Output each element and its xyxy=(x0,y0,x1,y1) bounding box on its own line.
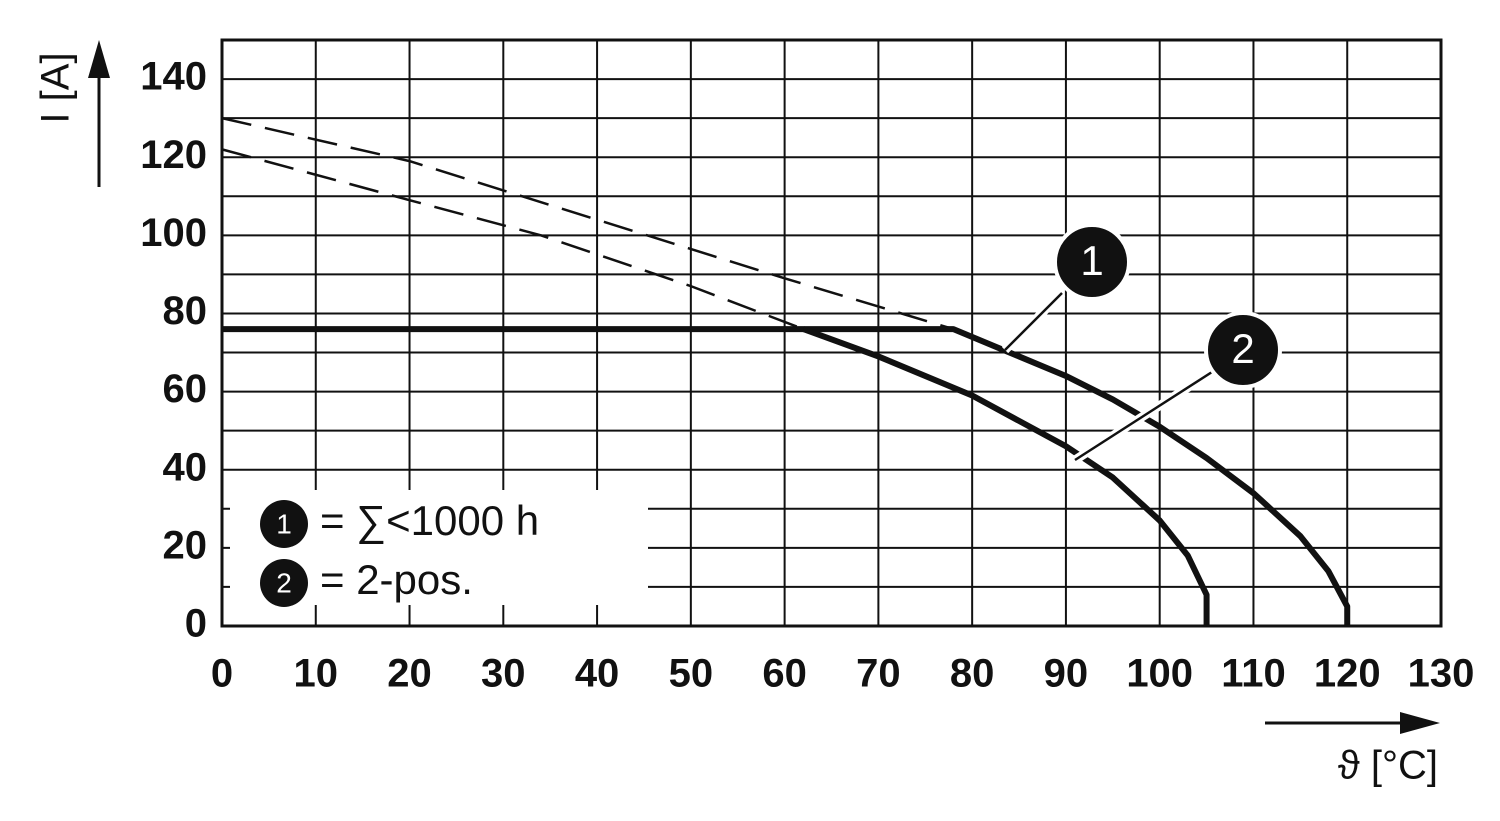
x-tick-label: 10 xyxy=(294,652,339,696)
x-tick-label: 50 xyxy=(669,652,714,696)
y-tick-label: 80 xyxy=(163,289,208,333)
x-tick-label: 70 xyxy=(856,652,901,696)
x-tick-label: 60 xyxy=(762,652,807,696)
x-tick-label: 90 xyxy=(1044,652,1089,696)
y-axis-label: I [A] xyxy=(34,52,78,123)
legend-marker-label: 1 xyxy=(276,508,292,539)
extrapolated-line xyxy=(221,148,804,331)
y-tick-label: 140 xyxy=(140,55,207,99)
legend-marker xyxy=(260,500,308,548)
y-tick-label: 20 xyxy=(163,523,208,567)
plot-border xyxy=(220,38,1443,628)
legend-text: = ∑<1000 h xyxy=(320,497,539,544)
legend-marker xyxy=(260,559,308,607)
legend-text: = 2-pos. xyxy=(320,556,473,603)
y-tick-label: 120 xyxy=(140,133,207,177)
x-tick-label: 130 xyxy=(1408,652,1475,696)
y-tick-label: 40 xyxy=(163,445,208,489)
callout-leader xyxy=(1004,292,1063,351)
extrapolated-line xyxy=(221,116,954,331)
y-tick-label: 100 xyxy=(140,211,207,255)
x-axis-label: ϑ [°C] xyxy=(1338,744,1438,788)
x-tick-label: 30 xyxy=(481,652,526,696)
legend-marker-label: 2 xyxy=(276,567,292,598)
callout-leader xyxy=(1074,370,1213,462)
y-tick-label: 0 xyxy=(185,602,207,646)
x-tick-label: 120 xyxy=(1314,652,1381,696)
x-tick-label: 0 xyxy=(211,652,233,696)
x-tick-label: 110 xyxy=(1221,652,1286,696)
callout-circle xyxy=(1053,223,1131,301)
y-axis-arrowhead xyxy=(88,40,110,78)
callout-circle xyxy=(1204,311,1282,389)
x-tick-label: 20 xyxy=(387,652,432,696)
x-tick-label: 40 xyxy=(575,652,620,696)
x-tick-label: 80 xyxy=(950,652,995,696)
callout-label: 1 xyxy=(1080,237,1103,284)
callout-label: 2 xyxy=(1231,325,1254,372)
y-tick-label: 60 xyxy=(163,367,208,411)
x-tick-label: 100 xyxy=(1126,652,1193,696)
derating-line xyxy=(802,326,1210,626)
x-axis-arrowhead xyxy=(1400,712,1440,734)
